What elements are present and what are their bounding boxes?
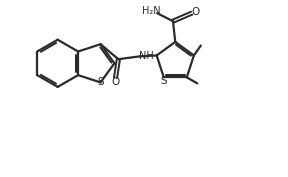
Text: S: S — [160, 76, 167, 86]
Text: NH: NH — [139, 51, 154, 61]
Text: O: O — [192, 7, 200, 17]
Text: S: S — [97, 77, 104, 87]
Text: O: O — [111, 77, 120, 87]
Text: H₂N: H₂N — [141, 6, 160, 16]
